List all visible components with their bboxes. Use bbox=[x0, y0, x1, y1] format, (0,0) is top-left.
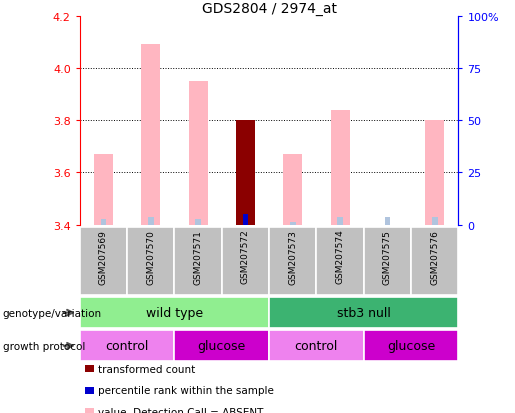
Bar bbox=[188, 82, 208, 225]
Bar bbox=[385, 217, 390, 225]
Text: wild type: wild type bbox=[146, 306, 203, 319]
Text: percentile rank within the sample: percentile rank within the sample bbox=[98, 385, 274, 395]
Bar bbox=[269, 297, 458, 328]
Bar bbox=[175, 330, 269, 361]
Bar bbox=[222, 227, 269, 295]
Bar bbox=[148, 217, 153, 225]
Bar bbox=[269, 227, 316, 295]
Text: genotype/variation: genotype/variation bbox=[3, 308, 101, 318]
Bar bbox=[175, 227, 222, 295]
Text: glucose: glucose bbox=[387, 339, 435, 352]
Text: value, Detection Call = ABSENT: value, Detection Call = ABSENT bbox=[98, 407, 264, 413]
Bar bbox=[432, 217, 438, 225]
Text: growth protocol: growth protocol bbox=[3, 341, 85, 351]
Bar bbox=[425, 121, 444, 225]
Bar bbox=[195, 220, 201, 225]
Bar bbox=[94, 155, 113, 225]
Bar bbox=[141, 45, 160, 225]
Bar bbox=[80, 227, 127, 295]
Text: control: control bbox=[295, 339, 338, 352]
Text: GSM207574: GSM207574 bbox=[336, 229, 345, 284]
Title: GDS2804 / 2974_at: GDS2804 / 2974_at bbox=[201, 2, 337, 16]
Text: GSM207575: GSM207575 bbox=[383, 229, 392, 284]
Text: GSM207569: GSM207569 bbox=[99, 229, 108, 284]
Bar bbox=[100, 220, 106, 225]
Text: GSM207576: GSM207576 bbox=[430, 229, 439, 284]
Bar bbox=[316, 227, 364, 295]
Bar bbox=[243, 215, 248, 225]
Text: GSM207573: GSM207573 bbox=[288, 229, 297, 284]
Text: GSM207570: GSM207570 bbox=[146, 229, 156, 284]
Bar bbox=[80, 330, 175, 361]
Text: glucose: glucose bbox=[198, 339, 246, 352]
Text: stb3 null: stb3 null bbox=[337, 306, 391, 319]
Bar bbox=[80, 297, 269, 328]
Text: transformed count: transformed count bbox=[98, 364, 196, 374]
Text: GSM207572: GSM207572 bbox=[241, 229, 250, 284]
Bar bbox=[411, 227, 458, 295]
Bar bbox=[283, 155, 302, 225]
Bar bbox=[127, 227, 175, 295]
Text: control: control bbox=[106, 339, 149, 352]
Bar bbox=[364, 330, 458, 361]
Bar bbox=[290, 223, 296, 225]
Bar bbox=[364, 227, 411, 295]
Bar bbox=[236, 121, 255, 225]
Bar bbox=[269, 330, 364, 361]
Bar bbox=[331, 110, 350, 225]
Bar bbox=[337, 217, 343, 225]
Text: GSM207571: GSM207571 bbox=[194, 229, 202, 284]
